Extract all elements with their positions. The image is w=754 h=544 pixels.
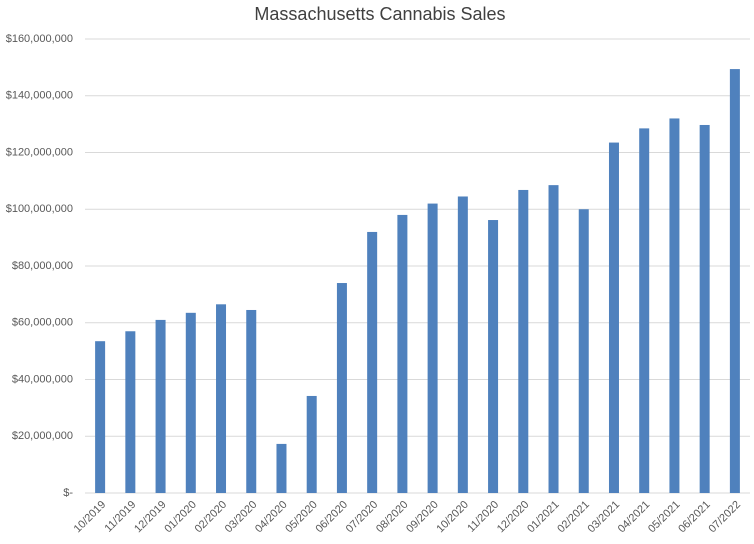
bar bbox=[639, 128, 650, 493]
y-tick-label: $80,000,000 bbox=[12, 260, 73, 272]
x-tick-label: 07/2020 bbox=[344, 499, 381, 536]
bar bbox=[336, 283, 347, 493]
x-tick-label: 10/2019 bbox=[72, 499, 109, 536]
x-tick-label: 11/2020 bbox=[465, 499, 501, 535]
bar bbox=[125, 331, 136, 493]
x-tick-label: 05/2021 bbox=[646, 499, 683, 536]
bar bbox=[246, 309, 257, 493]
bar bbox=[699, 124, 710, 493]
bar bbox=[95, 341, 106, 493]
x-tick-label: 02/2021 bbox=[555, 499, 592, 536]
x-tick-label: 06/2020 bbox=[314, 499, 351, 536]
x-tick-label: 10/2020 bbox=[434, 499, 471, 536]
x-tick-label: 07/2022 bbox=[706, 499, 743, 536]
x-tick-label: 04/2021 bbox=[616, 499, 653, 536]
x-tick-label: 01/2021 bbox=[525, 499, 562, 536]
bar bbox=[427, 203, 438, 493]
bar bbox=[578, 209, 589, 493]
bar bbox=[457, 196, 468, 493]
bar bbox=[669, 118, 680, 493]
x-tick-label: 03/2021 bbox=[586, 499, 623, 536]
x-tick-label: 09/2020 bbox=[404, 499, 441, 536]
y-tick-label: $40,000,000 bbox=[12, 373, 73, 385]
bar bbox=[729, 69, 740, 493]
y-tick-label: $160,000,000 bbox=[6, 33, 73, 45]
bar bbox=[276, 443, 287, 493]
bar bbox=[185, 312, 196, 493]
x-tick-label: 03/2020 bbox=[223, 499, 260, 536]
bar bbox=[306, 395, 317, 493]
y-tick-label: $20,000,000 bbox=[12, 430, 73, 442]
bar bbox=[397, 214, 408, 494]
x-tick-label: 01/2020 bbox=[162, 499, 199, 536]
y-tick-label: $60,000,000 bbox=[12, 317, 73, 329]
bar bbox=[608, 142, 619, 493]
bar bbox=[518, 189, 529, 493]
y-tick-label: $100,000,000 bbox=[6, 203, 73, 215]
y-tick-label: $120,000,000 bbox=[6, 146, 73, 158]
x-tick-label: 06/2021 bbox=[676, 499, 713, 536]
chart-title: Massachusetts Cannabis Sales bbox=[254, 4, 505, 24]
x-tick-label: 02/2020 bbox=[193, 499, 230, 536]
bar bbox=[367, 231, 378, 493]
bar bbox=[488, 220, 499, 493]
x-tick-label: 12/2020 bbox=[495, 499, 532, 536]
y-tick-label: $- bbox=[63, 487, 73, 499]
x-tick-label: 05/2020 bbox=[283, 499, 320, 536]
x-tick-label: 04/2020 bbox=[253, 499, 290, 536]
bar bbox=[155, 319, 166, 493]
bar bbox=[216, 304, 227, 493]
x-tick-label: 12/2019 bbox=[132, 499, 169, 536]
bar bbox=[548, 185, 559, 493]
y-tick-label: $140,000,000 bbox=[6, 90, 73, 102]
x-tick-label: 08/2020 bbox=[374, 499, 411, 536]
x-tick-label: 11/2019 bbox=[102, 499, 138, 535]
